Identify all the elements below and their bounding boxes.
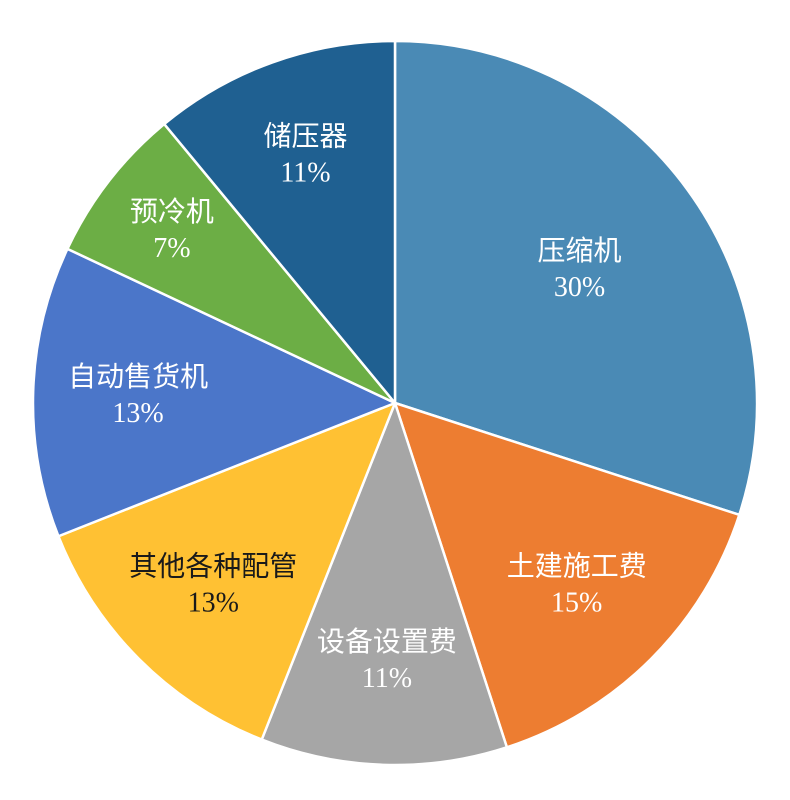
pie-slice-6 [163, 39, 397, 405]
pie-slice-2 [260, 401, 509, 767]
pie-slices-group [31, 39, 759, 767]
pie-slice-4 [31, 247, 397, 538]
pie-slice-1 [393, 401, 741, 749]
pie-slice-3 [57, 401, 397, 741]
pie-slice-0 [393, 39, 759, 517]
pie-slice-5 [66, 122, 397, 405]
